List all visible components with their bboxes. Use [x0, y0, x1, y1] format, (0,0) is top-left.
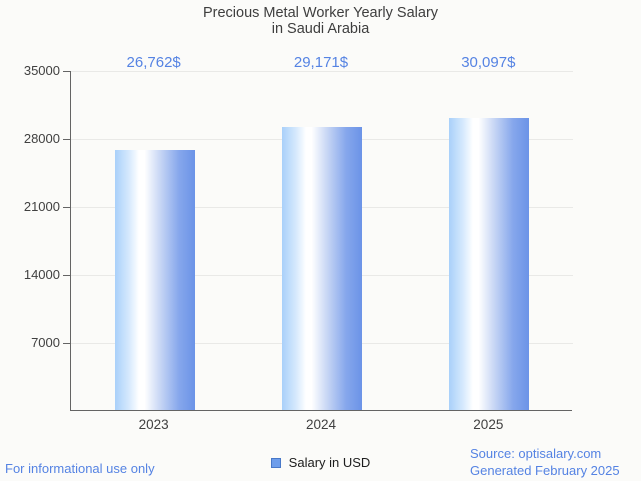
x-tick-label-2023: 2023: [138, 417, 169, 432]
value-label-2024: 29,171$: [293, 54, 349, 71]
legend-label: Salary in USD: [288, 455, 371, 470]
y-axis-tick-7000: [63, 343, 70, 344]
disclaimer-text: For informational use only: [5, 461, 155, 476]
source-text: Source: optisalary.com: [470, 446, 602, 461]
bar-2023: [114, 150, 195, 410]
y-tick-label-7000: 7000: [31, 335, 60, 350]
x-tick-label-2024: 2024: [305, 417, 337, 432]
x-tick-label-2025: 2025: [473, 417, 504, 432]
plot-area: [70, 71, 573, 411]
y-tick-label-28000: 28000: [23, 131, 60, 146]
legend: Salary in USD: [0, 455, 641, 470]
y-axis-tick-28000: [63, 139, 70, 140]
y-tick-label-14000: 14000: [23, 267, 60, 282]
y-tick-label-21000: 21000: [23, 199, 60, 214]
bar-2025: [449, 117, 530, 410]
y-axis-tick-14000: [63, 275, 70, 276]
y-tick-label-35000: 35000: [23, 63, 60, 78]
bar-2024: [282, 126, 362, 410]
gridline-35000: [71, 71, 573, 72]
value-label-2023: 26,762$: [126, 54, 181, 71]
chart-title-line2: in Saudi Arabia: [271, 21, 370, 37]
chart-title-line1: Precious Metal Worker Yearly Salary: [202, 5, 439, 21]
chart-title: Precious Metal Worker Yearly Salary in S…: [0, 5, 641, 37]
y-axis-tick-21000: [63, 207, 70, 208]
source-block: Source: optisalary.com Generated Februar…: [470, 445, 620, 479]
generated-text: Generated February 2025: [470, 463, 620, 478]
y-axis-tick-35000: [63, 71, 70, 72]
legend-swatch-icon: [270, 457, 281, 468]
value-label-2025: 30,097$: [461, 54, 516, 71]
